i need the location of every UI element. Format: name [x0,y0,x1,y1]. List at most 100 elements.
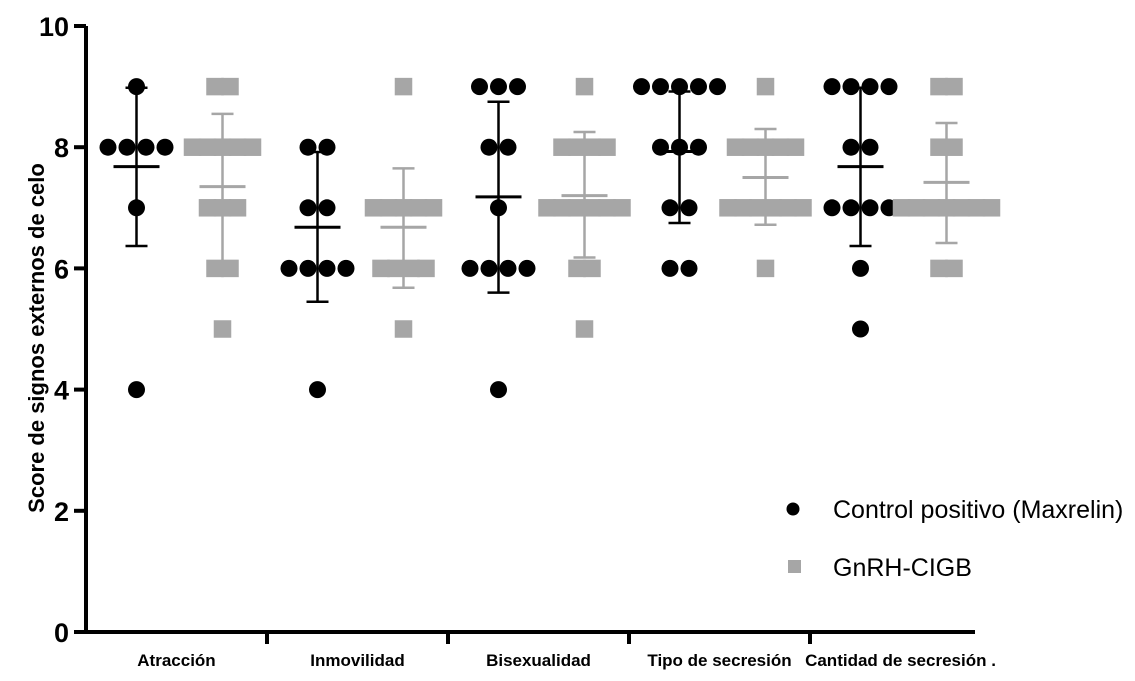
data-point-control [842,199,860,217]
data-point-gnrh [952,199,971,217]
data-point-control [861,138,879,156]
data-point-gnrh [764,199,782,217]
data-point-control [337,259,355,277]
data-point-control [318,199,336,217]
data-point-control [99,138,117,156]
data-point-gnrh [741,138,760,156]
data-point-gnrh [779,199,797,217]
data-point-gnrh [922,199,941,217]
data-point-gnrh [568,259,586,278]
data-point-gnrh [719,199,737,217]
data-point-control [652,78,669,96]
data-point-gnrh [945,259,963,278]
data-point-gnrh [756,77,775,96]
data-point-gnrh [786,138,805,156]
data-point-control [680,259,698,277]
data-point-gnrh [394,77,413,96]
legend-label-control: Control positivo (Maxrelin) [833,496,1123,524]
data-point-control [480,259,498,277]
y-tick-label: 0 [54,618,69,648]
y-tick-label: 6 [54,254,69,284]
legend-marker-control [786,502,800,516]
data-point-gnrh [930,77,948,96]
data-point-gnrh [575,77,594,96]
data-point-control [823,199,841,217]
data-point-gnrh [372,259,390,278]
legend-label-gnrh: GnRH-CIGB [833,554,972,582]
data-point-gnrh [538,199,556,217]
y-tick-label: 10 [39,12,69,42]
data-point-control [280,259,298,277]
data-point-control [490,381,507,399]
x-category-label: Inmovilidad [310,651,404,670]
x-category-label: Bisexualidad [486,651,591,670]
data-point-control [299,259,317,277]
data-point-control [661,259,679,277]
y-tick-label: 8 [54,133,69,163]
data-point-gnrh [409,199,428,217]
data-point-control [509,78,526,96]
data-point-control [299,199,317,217]
legend-marker-gnrh [788,560,801,573]
data-point-control [690,78,707,96]
x-category-label: Atracción [137,651,215,670]
data-point-control [852,320,869,338]
data-point-gnrh [228,138,247,156]
data-point-control [118,138,136,156]
data-point-gnrh [417,259,435,278]
x-category-label: Cantidad de secresión . [805,651,996,670]
data-point-gnrh [967,199,986,217]
data-point-control [861,199,879,217]
data-point-control [661,199,679,217]
data-point-gnrh [243,138,262,156]
data-point-gnrh [945,77,963,96]
data-point-gnrh [198,199,217,217]
y-tick-label: 4 [54,376,69,406]
data-point-gnrh [221,77,239,96]
data-point-gnrh [553,199,571,217]
data-point-control [480,138,498,156]
data-point-gnrh [749,199,767,217]
data-point-gnrh [771,138,790,156]
data-point-control [880,78,898,96]
data-point-gnrh [930,259,948,278]
y-axis-label: Score de signos externos de celo [24,163,49,513]
data-point-gnrh [198,138,217,156]
x-category-label: Tipo de secresión [647,651,791,670]
data-point-gnrh [213,320,232,338]
data-point-gnrh [734,199,752,217]
data-point-gnrh [228,199,247,217]
data-point-gnrh [583,259,601,278]
data-point-gnrh [892,199,911,217]
data-point-gnrh [930,138,948,156]
data-point-gnrh [756,259,775,278]
data-point-gnrh [575,320,594,338]
data-point-control [137,138,155,156]
data-point-gnrh [183,138,202,156]
chart-marks: 0 2 4 6 8 10 Atracción Inmovilidad Bisexualidad T… [39,12,1001,670]
data-point-control [499,138,517,156]
data-point-gnrh [583,138,601,156]
data-point-gnrh [982,199,1001,217]
data-point-gnrh [726,138,745,156]
data-point-gnrh [598,199,616,217]
data-point-control [499,259,517,277]
data-point-control [852,259,869,277]
data-point-gnrh [206,77,224,96]
data-point-control [156,138,174,156]
data-point-control [309,381,326,399]
data-point-gnrh [568,199,586,217]
y-tick-label: 2 [54,497,69,527]
data-point-gnrh [794,199,812,217]
data-point-gnrh [583,199,601,217]
data-point-control [842,138,860,156]
data-point-control [823,78,841,96]
data-point-gnrh [907,199,926,217]
data-point-control [318,259,336,277]
data-point-gnrh [613,199,631,217]
data-point-control [690,138,707,156]
data-point-control [633,78,650,96]
data-point-gnrh [553,138,571,156]
